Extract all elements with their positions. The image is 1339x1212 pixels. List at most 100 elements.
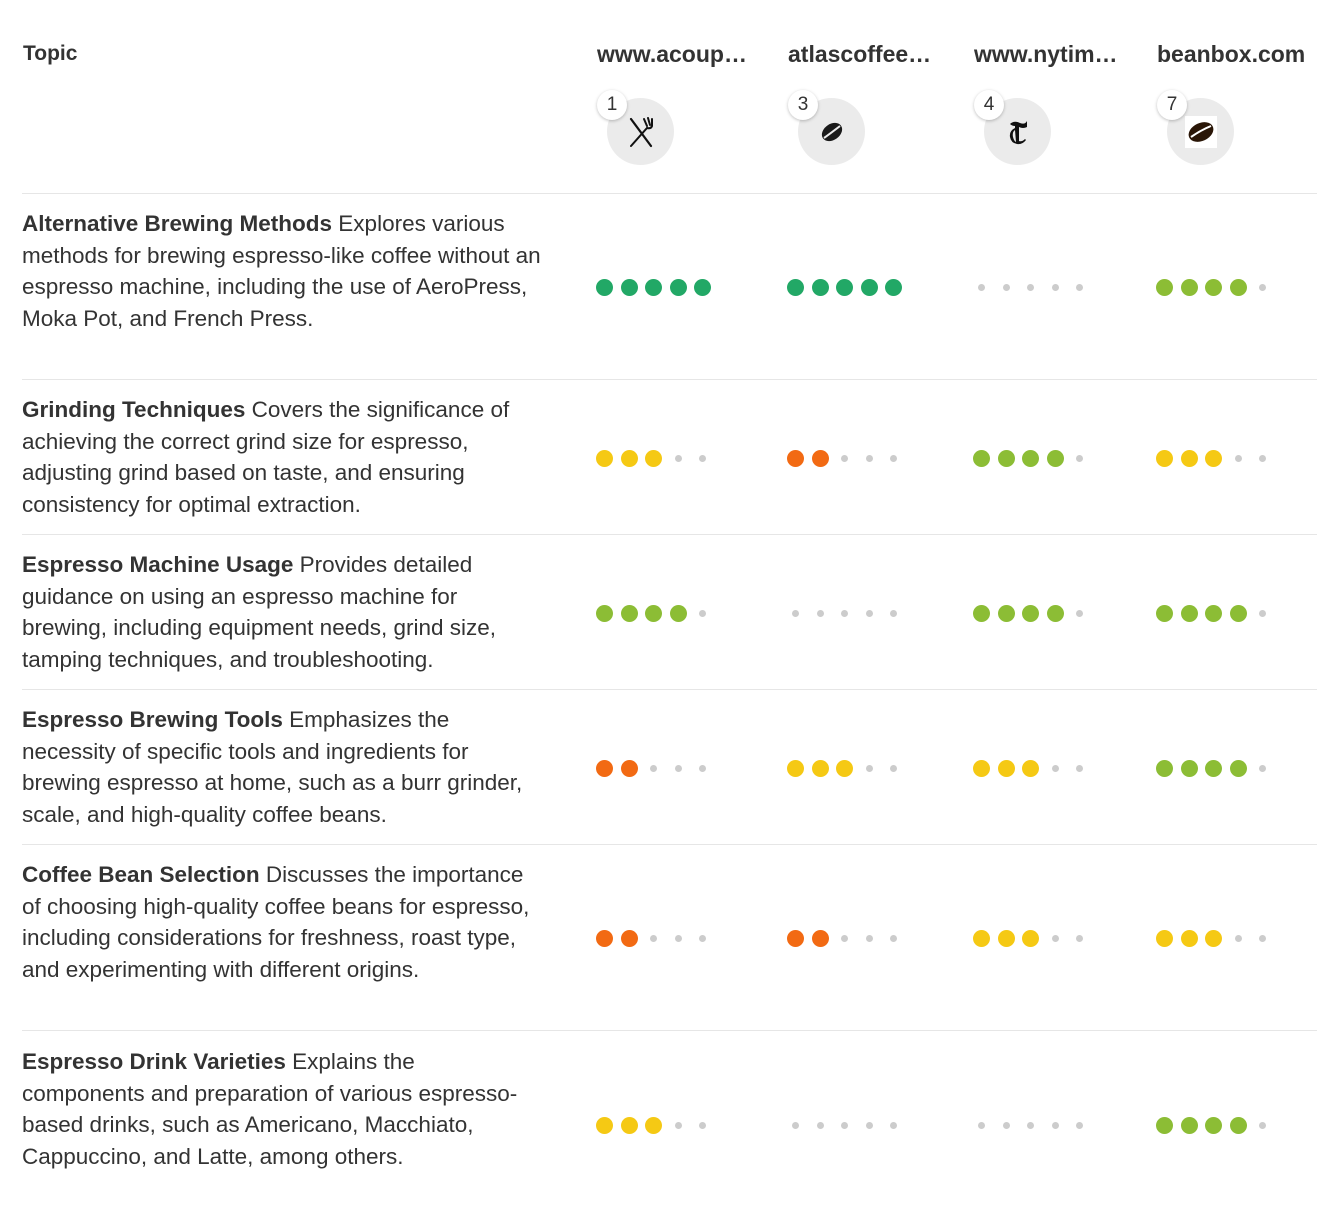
source-name[interactable]: atlascoffee…: [788, 41, 932, 67]
rating-dots: [973, 277, 1096, 297]
rating-dot-filled: [669, 604, 687, 622]
rating-dot-empty: [841, 1121, 848, 1129]
rating-dots: [787, 928, 910, 948]
rating-dot-empty: [1234, 454, 1242, 462]
rating-dot-empty: [1259, 609, 1266, 617]
rating-dots: [596, 448, 719, 468]
rating-dot-filled: [620, 759, 638, 777]
rating-dot-filled: [1205, 929, 1222, 947]
rating-dots: [596, 758, 719, 778]
rating-dots: [1156, 758, 1279, 778]
rating-dot-filled: [596, 278, 613, 296]
source-name[interactable]: beanbox.com: [1157, 41, 1306, 67]
rating-dot-filled: [973, 759, 990, 777]
source-column-3[interactable]: www.nytim… 4: [974, 40, 1139, 170]
topic-title: Grinding Techniques: [22, 397, 246, 422]
rating-dots: [973, 928, 1096, 948]
rating-dot-empty: [1259, 1121, 1266, 1129]
rating-dots: [973, 1115, 1096, 1135]
rating-dot-filled: [836, 759, 853, 777]
topic-row-2: Grinding Techniques Covers the significa…: [22, 394, 542, 520]
rating-dot-filled: [973, 929, 990, 947]
rating-dots: [1156, 448, 1279, 468]
rating-dot-empty: [674, 1121, 682, 1129]
rating-dot-empty: [1076, 609, 1083, 617]
rating-dot-filled: [1229, 278, 1247, 296]
rating-dots: [973, 758, 1096, 778]
coffee-bean-icon[interactable]: [798, 98, 865, 165]
rating-dot-filled: [836, 278, 853, 296]
rating-dot-filled: [1205, 759, 1222, 777]
topic-description: Discusses the importance of choosing hig…: [22, 862, 530, 982]
rating-dot-filled: [620, 929, 638, 947]
rank-badge: 7: [1157, 90, 1187, 120]
rating-dot-empty: [1051, 283, 1059, 291]
rating-dot-empty: [1076, 764, 1083, 772]
rating-dot-empty: [699, 934, 706, 942]
topic-title: Espresso Drink Varieties: [22, 1049, 286, 1074]
rating-dot-empty: [1051, 764, 1059, 772]
rating-dot-empty: [816, 609, 824, 617]
rating-dots: [973, 603, 1096, 623]
rating-dot-filled: [645, 1116, 662, 1134]
rating-dot-empty: [699, 764, 706, 772]
rating-dot-filled: [1022, 929, 1039, 947]
source-column-1[interactable]: www.acoup… 1: [597, 40, 762, 170]
rating-dot-filled: [1156, 929, 1173, 947]
rating-dot-filled: [1156, 759, 1173, 777]
rating-dot-filled: [620, 278, 638, 296]
rating-dot-empty: [978, 283, 985, 291]
rating-dot-empty: [699, 609, 706, 617]
rating-dot-empty: [699, 454, 706, 462]
rating-dots: [596, 928, 719, 948]
row-divider: [22, 1030, 1317, 1031]
rating-dots: [973, 448, 1096, 468]
rating-dot-filled: [1046, 449, 1064, 467]
row-divider: [22, 193, 1317, 194]
rating-dot-filled: [1156, 604, 1173, 622]
topic-row-1: Alternative Brewing Methods Explores var…: [22, 208, 542, 334]
rating-dot-filled: [620, 1116, 638, 1134]
rating-dot-filled: [997, 449, 1015, 467]
rating-dot-empty: [1002, 1121, 1010, 1129]
topic-row-6: Espresso Drink Varieties Explains the co…: [22, 1046, 542, 1172]
topic-title: Coffee Bean Selection: [22, 862, 260, 887]
rating-dot-empty: [1002, 283, 1010, 291]
rating-dots: [787, 1115, 910, 1135]
rating-dots: [1156, 1115, 1279, 1135]
rating-dot-filled: [1156, 278, 1173, 296]
rating-dot-filled: [811, 759, 829, 777]
rating-dot-empty: [1076, 454, 1083, 462]
source-column-4[interactable]: beanbox.com 7: [1157, 40, 1322, 170]
rating-dot-filled: [596, 604, 613, 622]
rating-dot-filled: [1180, 449, 1198, 467]
rating-dot-filled: [645, 449, 662, 467]
rating-dot-filled: [1229, 1116, 1247, 1134]
rating-dot-empty: [890, 454, 897, 462]
rating-dot-empty: [1234, 934, 1242, 942]
source-name[interactable]: www.nytim…: [974, 41, 1118, 67]
rating-dot-empty: [1051, 1121, 1059, 1129]
rating-dot-empty: [890, 609, 897, 617]
rating-dot-empty: [792, 609, 799, 617]
rating-dot-filled: [787, 278, 804, 296]
rating-dots: [596, 603, 719, 623]
rating-dot-empty: [650, 934, 657, 942]
row-divider: [22, 534, 1317, 535]
source-name[interactable]: www.acoup…: [597, 41, 747, 67]
rating-dot-filled: [787, 929, 804, 947]
rating-dot-filled: [596, 449, 613, 467]
rating-dots: [1156, 928, 1279, 948]
rating-dot-empty: [1076, 1121, 1083, 1129]
rating-dot-filled: [1180, 278, 1198, 296]
rating-dot-filled: [1205, 449, 1222, 467]
source-column-2[interactable]: atlascoffee… 3: [788, 40, 953, 170]
rating-dot-empty: [1027, 283, 1034, 291]
rating-dot-filled: [620, 449, 638, 467]
rating-dot-filled: [997, 929, 1015, 947]
topic-title: Alternative Brewing Methods: [22, 211, 333, 236]
topic-description: Explores various methods for brewing esp…: [22, 211, 541, 331]
topic-row-4: Espresso Brewing Tools Emphasizes the ne…: [22, 704, 542, 830]
rating-dot-filled: [645, 604, 662, 622]
